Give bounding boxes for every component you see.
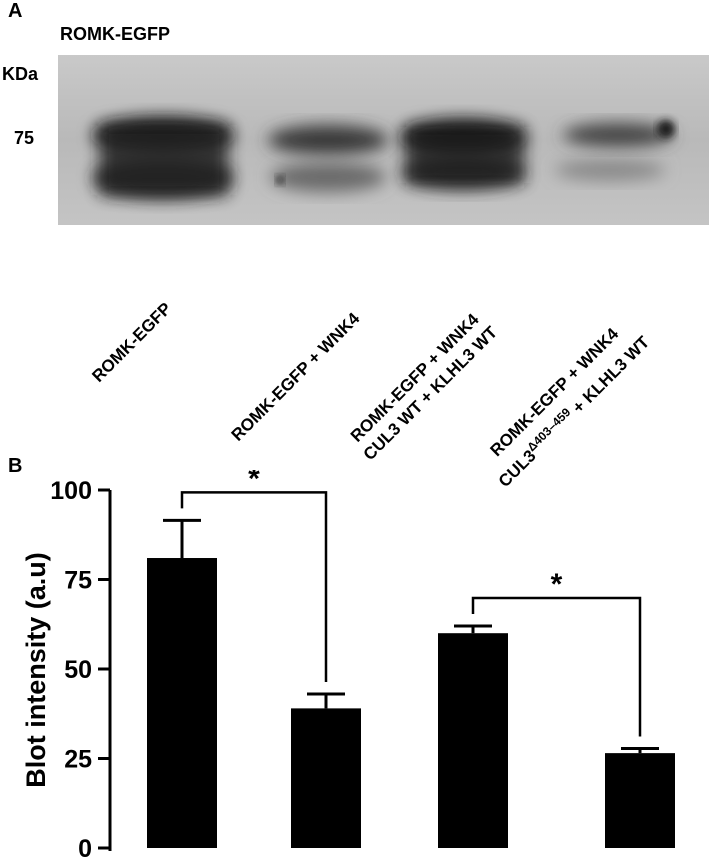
y-tick-label-25: 25 [64, 746, 92, 774]
y-axis: 0 25 50 75 100 [50, 477, 112, 863]
blot-band-lane-2 [268, 125, 388, 192]
significance-bracket-1 [180, 491, 328, 683]
lane-label-4: ROMK-EGFP + WNK4 CUL3Δ403–459 + KLHL3 WT [474, 312, 654, 492]
lane-2-line1: ROMK-EGFP + WNK4 [227, 308, 364, 445]
lane-1-line1: ROMK-EGFP [88, 298, 176, 386]
blot-unit-label: KDa [2, 64, 39, 84]
significance-bracket-2 [471, 596, 642, 737]
bar-2 [291, 708, 361, 848]
significance-star-1: * [248, 470, 260, 495]
significance-brackets: ** [180, 470, 642, 737]
error-bars [163, 518, 659, 754]
y-axis-label: Blot intensity (a.u) [21, 552, 51, 788]
lane-label-2: ROMK-EGFP + WNK4 [227, 308, 365, 446]
blot-marker-75: 75 [14, 128, 35, 148]
western-blot-image [58, 55, 709, 225]
bars [147, 558, 675, 848]
lane-4-line2: CUL3Δ403–459 + KLHL3 WT [490, 328, 655, 493]
panel-a-label: A [8, 0, 23, 22]
lane-3-line2: CUL3 WT + KLHL3 WT [359, 322, 502, 465]
bar-1 [147, 558, 217, 848]
blot-band-lane-1 [93, 117, 233, 198]
y-tick-label-0: 0 [78, 835, 92, 863]
blot-title: ROMK-EGFP [60, 24, 170, 44]
y-tick-label-100: 100 [50, 477, 92, 505]
lane-label-3: ROMK-EGFP + WNK4 CUL3 WT + KLHL3 WT [344, 306, 503, 465]
bar-3 [438, 633, 508, 848]
bar-4 [605, 753, 675, 848]
y-tick-label-50: 50 [64, 656, 92, 684]
significance-star-2: * [551, 568, 563, 601]
lane-label-1: ROMK-EGFP [88, 298, 177, 387]
y-tick-label-75: 75 [64, 567, 92, 595]
blot-band-lane-4 [555, 120, 675, 181]
lane-3-line1: ROMK-EGFP + WNK4 [347, 309, 483, 446]
panel-b-label: B [8, 455, 23, 477]
blot-band-lane-3 [401, 119, 525, 189]
